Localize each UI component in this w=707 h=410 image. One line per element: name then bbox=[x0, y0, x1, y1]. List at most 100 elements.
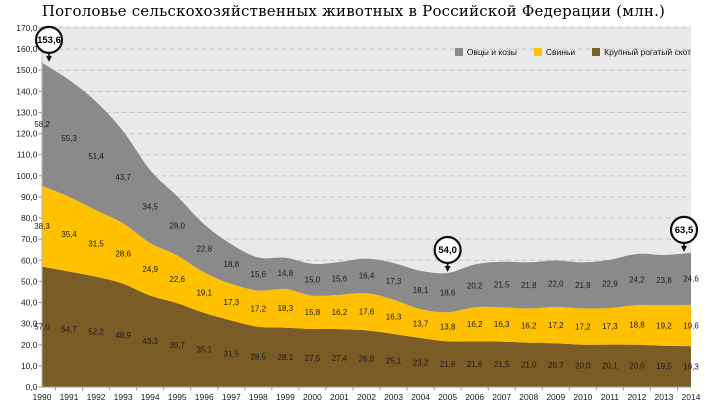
data-label-cattle: 54,7 bbox=[61, 325, 77, 334]
data-label-cattle: 26,8 bbox=[359, 355, 375, 364]
y-axis-label: 130,0 bbox=[16, 107, 38, 117]
data-label-cattle: 19,3 bbox=[683, 362, 699, 371]
x-axis-label: 2002 bbox=[357, 392, 376, 402]
x-axis-label: 2001 bbox=[330, 392, 349, 402]
x-axis-label: 1995 bbox=[168, 392, 187, 402]
x-axis-label: 2009 bbox=[546, 392, 565, 402]
data-label-pigs: 19,6 bbox=[683, 321, 699, 330]
data-label-cattle: 27,5 bbox=[305, 354, 321, 363]
data-label-cattle: 21,6 bbox=[467, 360, 483, 369]
data-label-cattle: 35,1 bbox=[196, 346, 212, 355]
annotation-total-2014: 63,5 bbox=[669, 215, 699, 252]
data-label-sheep-goats: 15,6 bbox=[332, 274, 348, 283]
legend-swatch-sheep-goats-icon bbox=[454, 48, 463, 56]
y-axis-label: 170,0 bbox=[16, 23, 38, 33]
data-label-pigs: 16,3 bbox=[494, 320, 510, 329]
data-label-pigs: 16,2 bbox=[467, 320, 483, 329]
data-label-sheep-goats: 22,8 bbox=[196, 244, 212, 253]
data-label-sheep-goats: 21,8 bbox=[521, 281, 537, 290]
data-label-sheep-goats: 14,8 bbox=[278, 269, 294, 278]
x-axis-label: 2005 bbox=[438, 392, 457, 402]
y-axis-label: 70,0 bbox=[21, 234, 38, 244]
data-label-sheep-goats: 15,6 bbox=[251, 270, 267, 279]
y-axis-label: 80,0 bbox=[21, 213, 38, 223]
area-pigs bbox=[42, 185, 691, 347]
x-axis-label: 1996 bbox=[195, 392, 214, 402]
legend-label-sheep-goats: Овцы и козы bbox=[466, 47, 517, 57]
data-label-sheep-goats: 17,3 bbox=[386, 277, 402, 286]
legend-swatch-cattle-icon bbox=[592, 48, 601, 56]
x-axis-label: 1999 bbox=[276, 392, 295, 402]
x-axis-label: 2011 bbox=[601, 392, 620, 402]
x-axis-label: 1990 bbox=[33, 392, 52, 402]
data-label-cattle: 21,5 bbox=[494, 360, 510, 369]
data-label-cattle: 21,0 bbox=[521, 361, 537, 370]
y-axis-label: 60,0 bbox=[21, 255, 38, 265]
legend-label-pigs: Свиньи bbox=[545, 47, 576, 57]
annotation-label-1990: 153,6 bbox=[37, 35, 61, 46]
data-label-sheep-goats: 28,0 bbox=[169, 222, 185, 231]
y-axis-label: 90,0 bbox=[21, 192, 38, 202]
data-label-pigs: 13,8 bbox=[440, 323, 456, 332]
area-cattle bbox=[42, 266, 691, 387]
data-label-cattle: 20,0 bbox=[629, 362, 645, 371]
data-label-pigs: 17,3 bbox=[224, 298, 240, 307]
y-axis-label: 0,0 bbox=[26, 382, 38, 392]
data-label-cattle: 19,5 bbox=[656, 362, 672, 371]
x-axis-label: 1998 bbox=[249, 392, 268, 402]
y-axis-label: 30,0 bbox=[21, 319, 38, 329]
data-label-sheep-goats: 18,1 bbox=[413, 286, 429, 295]
legend-item-cattle: Крупный рогатый скот bbox=[592, 47, 691, 57]
data-label-pigs: 18,3 bbox=[278, 304, 294, 313]
data-label-cattle: 52,2 bbox=[88, 328, 104, 337]
y-axis-label: 150,0 bbox=[16, 65, 38, 75]
data-label-pigs: 17,3 bbox=[602, 322, 618, 331]
data-label-sheep-goats: 16,4 bbox=[359, 272, 375, 281]
data-label-sheep-goats: 18,8 bbox=[224, 260, 240, 269]
data-label-pigs: 17,2 bbox=[251, 304, 267, 313]
data-label-pigs: 16,2 bbox=[521, 321, 537, 330]
data-label-pigs: 15,8 bbox=[305, 308, 321, 317]
x-axis-label: 1992 bbox=[87, 392, 106, 402]
legend-swatch-pigs-icon bbox=[533, 48, 542, 56]
data-label-sheep-goats: 24,2 bbox=[629, 275, 645, 284]
x-axis-label: 2000 bbox=[303, 392, 322, 402]
x-axis-label: 2008 bbox=[519, 392, 538, 402]
y-axis-label: 100,0 bbox=[16, 171, 38, 181]
data-label-cattle: 28,5 bbox=[251, 353, 267, 362]
x-axis-label: 1993 bbox=[114, 392, 133, 402]
data-label-cattle: 27,4 bbox=[332, 354, 348, 363]
y-axis-label: 140,0 bbox=[16, 86, 38, 96]
data-label-sheep-goats: 24,6 bbox=[683, 275, 699, 284]
data-label-cattle: 31,5 bbox=[224, 350, 240, 359]
data-label-sheep-goats: 51,4 bbox=[88, 152, 104, 161]
data-label-sheep-goats: 23,8 bbox=[656, 276, 672, 285]
y-axis-label: 160,0 bbox=[16, 44, 38, 54]
legend: Овцы и козы Свиньи Крупный рогатый скот bbox=[454, 47, 691, 57]
data-label-pigs: 19,2 bbox=[656, 321, 672, 330]
legend-label-cattle: Крупный рогатый скот bbox=[604, 47, 691, 57]
data-label-sheep-goats: 21,5 bbox=[494, 280, 510, 289]
y-axis-label: 120,0 bbox=[16, 129, 38, 139]
data-label-cattle: 20,7 bbox=[548, 361, 564, 370]
data-label-sheep-goats: 55,3 bbox=[61, 134, 77, 143]
data-label-pigs: 13,7 bbox=[413, 319, 429, 328]
data-label-pigs: 19,1 bbox=[196, 289, 212, 298]
data-label-pigs: 35,4 bbox=[61, 230, 77, 239]
data-label-pigs: 31,5 bbox=[88, 239, 104, 248]
annotation-label-2014: 63,5 bbox=[675, 225, 694, 236]
y-axis-label: 40,0 bbox=[21, 298, 38, 308]
data-label-cattle: 25,1 bbox=[386, 356, 402, 365]
data-label-cattle: 21,6 bbox=[440, 360, 456, 369]
data-label-pigs: 17,6 bbox=[359, 308, 375, 317]
data-label-pigs: 28,6 bbox=[115, 249, 131, 258]
legend-item-sheep-goats: Овцы и козы bbox=[454, 47, 517, 57]
data-label-pigs: 16,2 bbox=[332, 308, 348, 317]
x-axis-label: 2003 bbox=[384, 392, 403, 402]
x-axis-label: 1997 bbox=[222, 392, 241, 402]
data-label-pigs: 18,8 bbox=[629, 321, 645, 330]
data-label-sheep-goats: 18,6 bbox=[440, 288, 456, 297]
data-label-cattle: 20,1 bbox=[602, 362, 618, 371]
